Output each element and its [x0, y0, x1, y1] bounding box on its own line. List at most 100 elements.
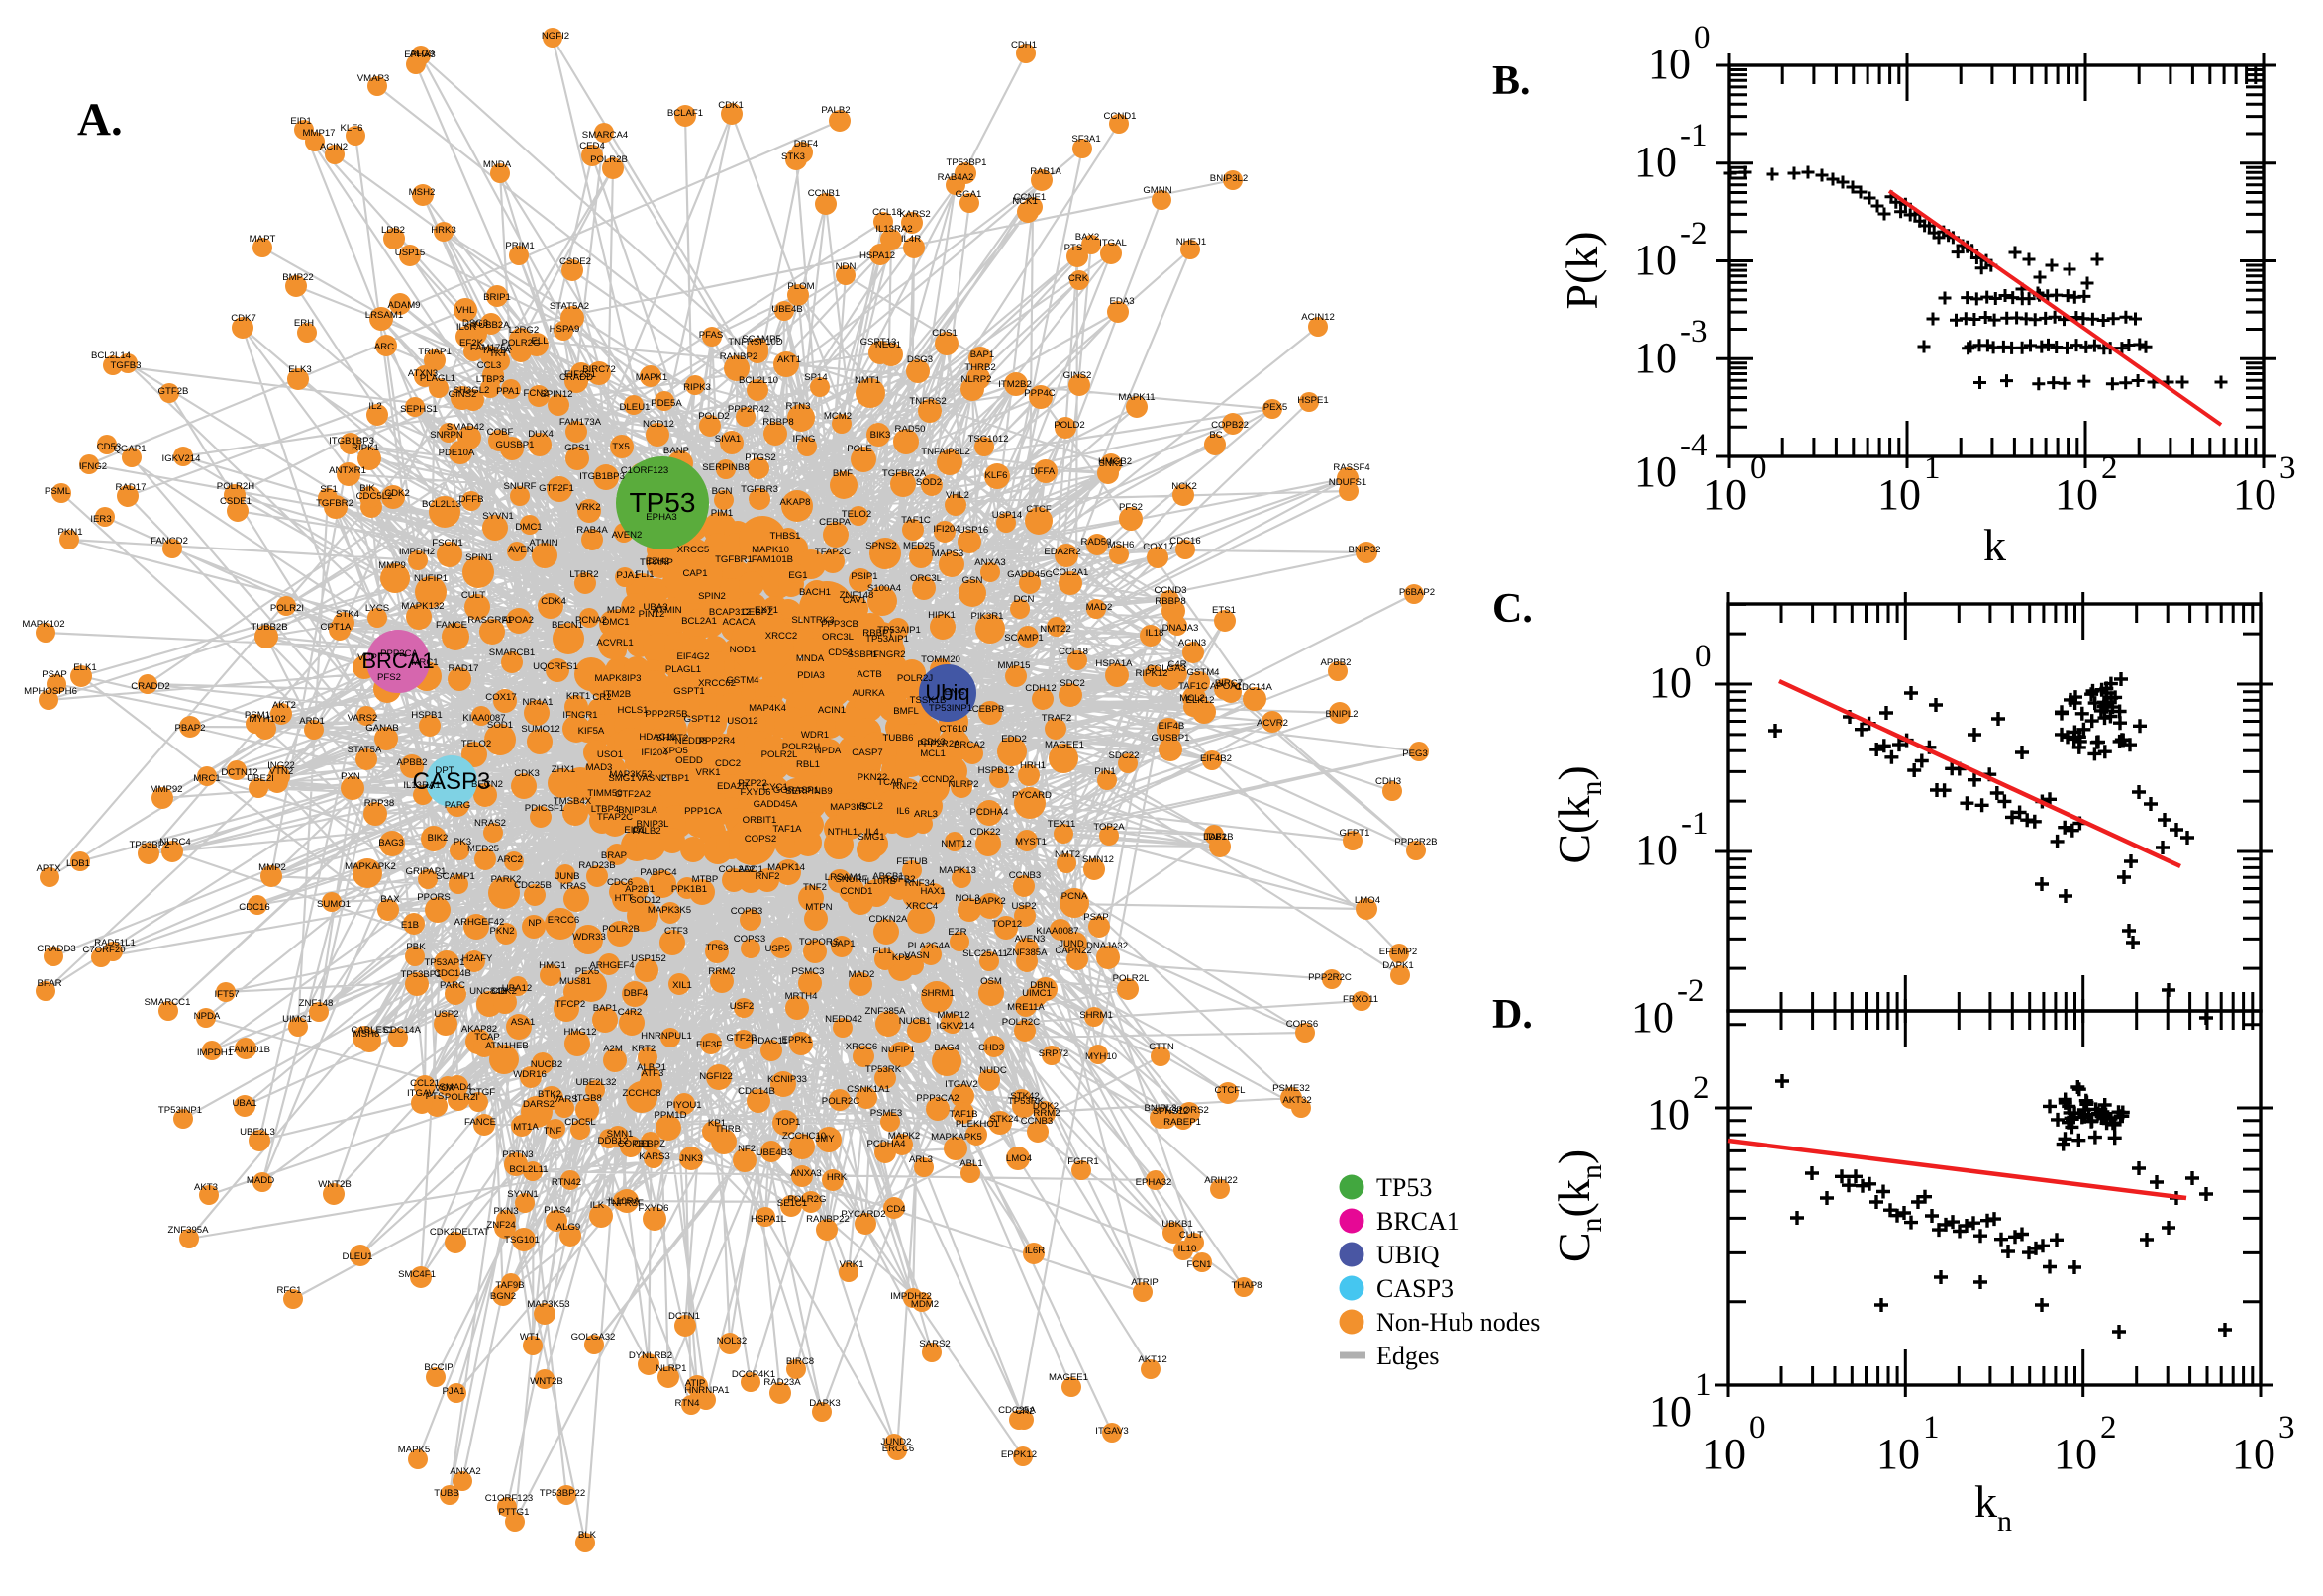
- svg-text:BRIP1: BRIP1: [483, 292, 511, 303]
- svg-text:RIPK3: RIPK3: [683, 382, 711, 393]
- svg-text:XRCC6: XRCC6: [846, 1042, 878, 1052]
- svg-text:SE1C1: SE1C1: [777, 1198, 807, 1209]
- svg-text:PDIA3: PDIA3: [797, 670, 825, 681]
- svg-text:CDC6: CDC6: [607, 877, 633, 888]
- svg-text:ANXA3: ANXA3: [790, 1168, 821, 1179]
- svg-text:PPP1CA: PPP1CA: [684, 806, 722, 817]
- svg-text:STK3: STK3: [781, 151, 805, 162]
- svg-text:RBL1: RBL1: [796, 759, 820, 770]
- svg-text:CCNB3: CCNB3: [1021, 1116, 1054, 1127]
- svg-text:CTTN: CTTN: [1149, 1042, 1174, 1052]
- svg-text:PCDHA4: PCDHA4: [867, 1139, 907, 1149]
- svg-text:DOK2: DOK2: [1033, 1101, 1059, 1112]
- svg-text:KP1: KP1: [708, 1118, 726, 1129]
- svg-text:RASGRF1: RASGRF1: [467, 615, 512, 626]
- svg-text:NPDA: NPDA: [815, 746, 842, 756]
- svg-text:CRADD: CRADD: [559, 372, 593, 383]
- svg-text:UBA12: UBA12: [502, 983, 532, 994]
- svg-text:TGFBR2A: TGFBR2A: [882, 468, 927, 479]
- svg-text:BRAP: BRAP: [601, 850, 627, 861]
- svg-text:DCTN12: DCTN12: [221, 767, 257, 778]
- svg-text:CDK3: CDK3: [920, 737, 946, 748]
- svg-text:DUX4: DUX4: [528, 429, 554, 440]
- svg-text:TAF1C: TAF1C: [1178, 681, 1208, 692]
- svg-text:ITM2B: ITM2B: [603, 689, 631, 700]
- svg-text:DMC1: DMC1: [515, 522, 542, 533]
- svg-text:RANBP22: RANBP22: [806, 1214, 850, 1225]
- svg-text:JUND: JUND: [1059, 939, 1084, 949]
- svg-text:TP53INP1: TP53INP1: [158, 1105, 202, 1116]
- svg-text:ERCC6: ERCC6: [882, 1444, 915, 1454]
- svg-text:GGA1: GGA1: [956, 189, 982, 200]
- svg-text:FBXO11: FBXO11: [1343, 994, 1378, 1005]
- svg-text:TUBB6: TUBB6: [883, 733, 914, 744]
- svg-text:NGFI22: NGFI22: [699, 1071, 733, 1082]
- svg-text:SMARCB1: SMARCB1: [489, 648, 535, 658]
- svg-text:ANTXR1: ANTXR1: [329, 465, 366, 476]
- svg-text:PCNA: PCNA: [1061, 891, 1088, 902]
- svg-text:RAD23A: RAD23A: [763, 1377, 801, 1388]
- svg-text:HRH1: HRH1: [1020, 760, 1046, 771]
- svg-text:CD53: CD53: [97, 442, 122, 452]
- svg-text:CDK2DELTAT: CDK2DELTAT: [430, 1227, 489, 1238]
- svg-text:TAF1B: TAF1B: [949, 1109, 977, 1120]
- svg-text:WNT2B: WNT2B: [530, 1376, 563, 1387]
- svg-text:SF3A1: SF3A1: [1071, 134, 1100, 145]
- svg-text:CDKN2A: CDKN2A: [869, 914, 909, 925]
- svg-text:HMG1: HMG1: [539, 960, 566, 971]
- svg-text:EID1: EID1: [290, 116, 311, 127]
- svg-text:LTBP3: LTBP3: [476, 374, 505, 385]
- svg-text:MAPK1: MAPK1: [636, 372, 668, 383]
- svg-text:ORC3L: ORC3L: [822, 632, 855, 643]
- svg-text:TSG1012: TSG1012: [967, 434, 1008, 445]
- svg-text:MAP4K4: MAP4K4: [749, 703, 787, 714]
- svg-text:RIPK12: RIPK12: [1135, 668, 1167, 679]
- svg-text:KLF6: KLF6: [985, 470, 1008, 481]
- svg-text:LRSAM1: LRSAM1: [365, 310, 403, 321]
- svg-text:GRIPAP1: GRIPAP1: [406, 866, 447, 877]
- svg-text:COPS2: COPS2: [745, 834, 777, 845]
- svg-text:EG1: EG1: [788, 570, 807, 581]
- svg-text:STK24: STK24: [989, 1114, 1019, 1125]
- svg-text:PBK: PBK: [406, 942, 426, 952]
- svg-text:CEBPZ: CEBPZ: [634, 1139, 665, 1149]
- svg-text:VRK1: VRK1: [839, 1259, 863, 1270]
- svg-text:BAX2: BAX2: [1075, 232, 1100, 243]
- svg-text:NMT22: NMT22: [1040, 624, 1070, 635]
- svg-text:CDK7: CDK7: [231, 313, 256, 324]
- svg-text:MAP3K52: MAP3K52: [609, 769, 652, 780]
- svg-text:SF1: SF1: [320, 484, 338, 495]
- svg-text:RAD50: RAD50: [895, 424, 926, 435]
- svg-text:SMG1: SMG1: [608, 773, 635, 784]
- svg-text:NUDC: NUDC: [979, 1065, 1007, 1076]
- svg-text:ITGAV: ITGAV: [407, 1088, 436, 1099]
- svg-text:GFPT1: GFPT1: [1340, 828, 1370, 839]
- svg-text:UBKB1: UBKB1: [1162, 1219, 1192, 1230]
- svg-text:IL10RB: IL10RB: [864, 876, 896, 887]
- svg-text:USO12: USO12: [727, 716, 758, 727]
- svg-text:UBE2I: UBE2I: [247, 773, 274, 784]
- svg-text:PIYOU1: PIYOU1: [666, 1100, 701, 1111]
- svg-text:DBF4: DBF4: [624, 988, 649, 999]
- svg-text:SNRPN: SNRPN: [430, 430, 463, 441]
- svg-text:BCL2L14: BCL2L14: [91, 350, 132, 361]
- svg-text:POLR2B: POLR2B: [590, 154, 628, 165]
- svg-text:CEBPZ: CEBPZ: [742, 607, 773, 618]
- svg-text:APTX: APTX: [36, 863, 61, 874]
- svg-text:PTGS2: PTGS2: [745, 452, 775, 463]
- svg-text:NUFIP1: NUFIP1: [881, 1045, 915, 1055]
- svg-text:PIM1: PIM1: [711, 508, 733, 519]
- svg-text:VMAP3: VMAP3: [357, 73, 390, 84]
- svg-text:PLAGL1: PLAGL1: [420, 373, 455, 384]
- svg-text:TCAP: TCAP: [877, 777, 903, 788]
- svg-text:TP53BP2: TP53BP2: [129, 840, 169, 850]
- svg-text:BGN: BGN: [712, 486, 733, 497]
- svg-text:BCL2L10: BCL2L10: [739, 375, 778, 386]
- svg-text:BAP1: BAP1: [970, 349, 995, 360]
- svg-text:NCK2: NCK2: [1171, 481, 1197, 492]
- svg-text:EPPK12: EPPK12: [1001, 1449, 1037, 1460]
- svg-text:RNF2: RNF2: [755, 871, 779, 882]
- svg-text:TP53BP1: TP53BP1: [400, 969, 441, 980]
- svg-text:COL2A1: COL2A1: [1053, 567, 1089, 578]
- svg-text:MMP12: MMP12: [937, 1010, 969, 1021]
